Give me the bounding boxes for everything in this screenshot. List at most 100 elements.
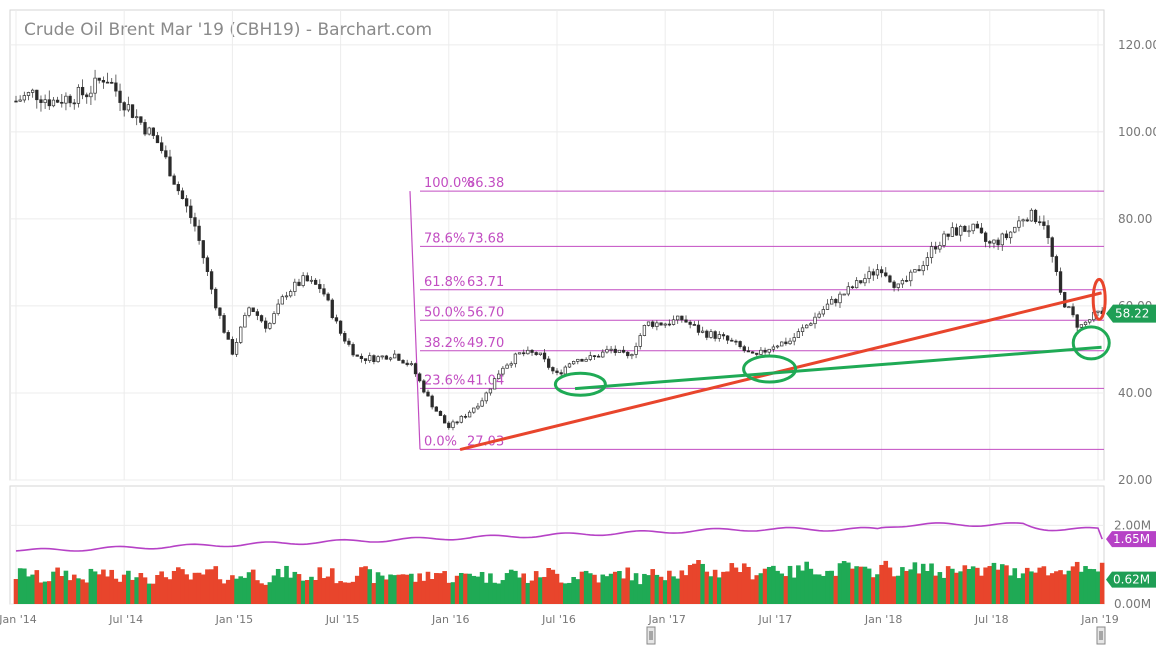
- candle-body: [963, 225, 967, 232]
- candle-body: [642, 325, 647, 336]
- candle: [230, 336, 235, 356]
- candle-body: [721, 334, 726, 337]
- candle-body: [547, 358, 551, 368]
- candle-body: [172, 175, 176, 185]
- candle-body: [929, 246, 934, 259]
- candle: [1063, 291, 1067, 308]
- candle-body: [517, 352, 522, 355]
- candle: [701, 326, 705, 334]
- candle: [763, 347, 767, 355]
- candle-body: [867, 271, 871, 279]
- candle-body: [268, 322, 272, 329]
- volume-bar: [338, 581, 343, 604]
- candle-body: [426, 391, 430, 397]
- volume-bar: [1091, 569, 1097, 604]
- candle-body: [934, 246, 938, 250]
- candle-body: [959, 225, 963, 236]
- candle-body: [330, 299, 334, 319]
- volume-bar: [454, 575, 460, 604]
- candle-body: [842, 293, 846, 296]
- volume-bar: [550, 569, 556, 604]
- candle: [913, 269, 917, 273]
- candle: [114, 74, 118, 97]
- volume-bar: [866, 568, 872, 604]
- volume-bar: [954, 572, 959, 604]
- candle-body: [68, 95, 72, 104]
- candle: [788, 337, 792, 345]
- chart-title: Crude Oil Brent Mar '19 (CBH19) - Barcha…: [24, 20, 432, 40]
- candle-body: [609, 348, 613, 351]
- candle-body: [542, 352, 547, 360]
- volume-bar: [596, 582, 601, 604]
- volume-bar: [999, 564, 1005, 604]
- candle-body: [147, 127, 151, 135]
- candle: [405, 359, 409, 367]
- volume-bar: [1041, 566, 1047, 604]
- range-handle[interactable]: [1096, 626, 1106, 645]
- candle-body: [996, 239, 1000, 246]
- candle: [351, 342, 355, 357]
- candle: [176, 181, 180, 195]
- volume-bar: [192, 572, 198, 604]
- volume-bar: [442, 571, 447, 604]
- candle-body: [189, 205, 193, 218]
- volume-bar: [675, 578, 680, 604]
- candle-body: [988, 241, 992, 244]
- volume-bar: [101, 569, 106, 604]
- candle-body: [563, 366, 567, 375]
- volume-bar: [354, 575, 360, 604]
- candle-body: [800, 327, 805, 332]
- candle: [280, 294, 284, 305]
- candle-body: [626, 351, 630, 357]
- candle-body: [438, 410, 443, 416]
- candle-body: [971, 223, 975, 232]
- candle: [472, 407, 476, 414]
- volume-bar: [146, 583, 152, 604]
- volume-bar: [329, 568, 335, 604]
- candle: [39, 95, 43, 112]
- candle: [584, 357, 588, 362]
- volume-bar: [833, 575, 839, 604]
- candle-body: [247, 307, 251, 316]
- volume-bar: [113, 578, 119, 604]
- candle: [380, 355, 384, 360]
- volume-bar: [1008, 575, 1013, 604]
- candle: [805, 324, 809, 329]
- candle-body: [234, 342, 239, 355]
- candle-body: [925, 257, 930, 266]
- candle: [925, 252, 930, 271]
- range-handle[interactable]: [646, 626, 656, 645]
- candle: [1075, 313, 1079, 332]
- candle-body: [14, 100, 18, 103]
- candle-body: [22, 95, 26, 101]
- volume-bar: [84, 582, 90, 604]
- volume-last-label: 0.62M: [1113, 573, 1150, 587]
- candle-body: [455, 421, 459, 424]
- candle-body: [879, 269, 884, 274]
- candle: [617, 349, 622, 353]
- volume-bar: [126, 570, 131, 604]
- volume-bar: [508, 569, 514, 604]
- candle-body: [47, 99, 51, 107]
- candle-body: [1029, 209, 1034, 222]
- candle-body: [917, 269, 921, 272]
- candle: [151, 127, 155, 139]
- candle-body: [888, 275, 892, 283]
- volume-bar: [471, 575, 477, 604]
- candle: [659, 322, 663, 326]
- candle: [983, 231, 988, 248]
- candle-body: [884, 272, 888, 277]
- candle-body: [60, 101, 64, 104]
- volume-bar: [1095, 571, 1101, 604]
- volume-bar: [758, 573, 764, 604]
- volume-bar: [55, 567, 60, 604]
- candle: [517, 352, 522, 355]
- candle-body: [205, 257, 210, 272]
- volume-bar: [887, 567, 893, 604]
- candle-body: [264, 320, 268, 329]
- volume-bar: [80, 579, 85, 604]
- volume-bar: [483, 582, 489, 604]
- candle-body: [559, 372, 563, 375]
- candle-body: [838, 293, 842, 304]
